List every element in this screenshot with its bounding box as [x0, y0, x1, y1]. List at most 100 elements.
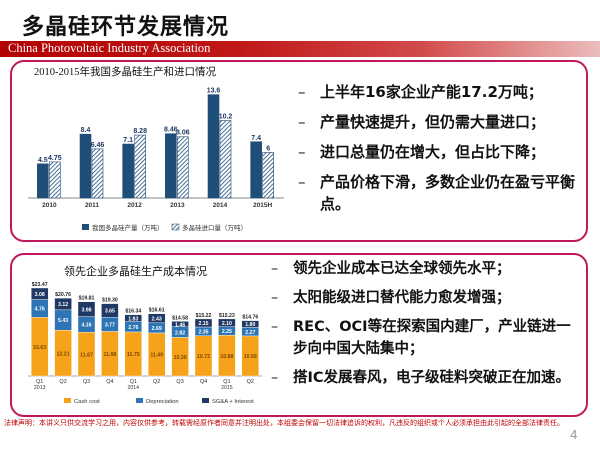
segment-value-label: 3.08: [35, 292, 45, 298]
x-tick-label: Q2: [153, 379, 160, 385]
production-import-chart-title: 2010-2015年我国多晶硅生产和进口情况: [34, 67, 216, 78]
data-label: 8.28: [133, 128, 147, 135]
total-label: $15.22: [196, 313, 212, 319]
stack-segment-sgna-interest: [171, 321, 189, 328]
production-cost-chart: 15.634.763.08$23.47Q1201312.215.433.12$2…: [28, 282, 262, 405]
x-tick-label: Q4: [106, 379, 113, 385]
legend-swatch: [136, 398, 143, 403]
bullet-text: 上半年16家企业产能17.2万吨；: [320, 83, 543, 101]
bullet-dash: –: [298, 113, 306, 131]
data-label: 4.5: [38, 157, 48, 164]
production-import-panel: [10, 60, 588, 242]
segment-value-label: 10.69: [244, 354, 257, 360]
bullet-item: – 产品价格下滑，多数企业仍在盈亏平衡点。: [298, 171, 582, 215]
segment-value-label: 15.63: [33, 345, 46, 351]
top-bullet-list: – 上半年16家企业产能17.2万吨； – 产量快速提升，但仍需大量进口； – 进口总…: [298, 81, 582, 223]
x-tick-year-label: 2013: [34, 385, 46, 391]
stack-segment-sgna-interest: [194, 318, 213, 328]
x-tick-label: Q1: [130, 379, 137, 385]
total-label: $14.76: [242, 315, 258, 321]
data-label: 13.6: [207, 88, 221, 95]
data-label: 4.75: [48, 155, 62, 162]
x-tick-label: 2013: [170, 202, 185, 209]
segment-value-label: 3.12: [58, 302, 68, 308]
segment-value-label: 10.30: [174, 355, 187, 361]
legend-label-production: 我国多晶硅产量（万吨）: [92, 223, 164, 232]
bullet-item: – 太阳能级进口替代能力愈发增强；: [271, 287, 583, 309]
bar-production: [165, 133, 177, 199]
data-label: 10.2: [219, 113, 233, 120]
banner-text: China Photovoltaic Industry Association: [8, 41, 211, 55]
x-tick-label: 2012: [127, 202, 142, 209]
stack-segment-sgna-interest: [124, 314, 143, 322]
stack-segment-sgna-interest: [241, 320, 260, 328]
bar-production: [79, 133, 92, 199]
stack-segment-sgna-interest: [147, 313, 166, 324]
segment-value-label: 3.65: [105, 309, 115, 315]
bullet-text: 搭IC发展春风，电子级硅料突破正在加速。: [293, 370, 571, 386]
bullet-dash: –: [298, 143, 306, 161]
bullet-text: 太阳能级进口替代能力愈发增强；: [293, 290, 511, 306]
total-label: $15.23: [219, 313, 235, 319]
bullet-dash: –: [271, 290, 279, 306]
bar-import: [91, 148, 104, 199]
bar-production: [250, 141, 262, 199]
x-tick-label: 2014: [213, 202, 228, 209]
legend-label-import: 多晶硅进口量（万吨）: [182, 223, 247, 232]
bar-import: [219, 120, 232, 199]
segment-value-label: 2.35: [198, 330, 208, 336]
segment-value-label: 1.46: [175, 322, 185, 328]
x-tick-label: Q3: [176, 379, 183, 385]
x-tick-label: 2010: [42, 202, 57, 209]
legend-label: Depreciation: [146, 399, 179, 405]
bullet-dash: –: [271, 370, 279, 386]
bullet-item: – 领先企业成本已达全球领先水平；: [271, 258, 583, 280]
data-label: 6: [266, 145, 270, 152]
segment-value-label: 4.16: [81, 323, 91, 329]
bullet-item: – 产量快速提升，但仍需大量进口；: [298, 111, 582, 133]
data-label: 8.4: [81, 127, 91, 134]
segment-value-label: 3.77: [105, 323, 115, 329]
production-import-chart: 4.5 4.75 2010 8.4 6.46 2011 7.18.28 2012 8.468.0…: [28, 88, 284, 232]
stack-segment-sgna-interest: [30, 287, 49, 300]
data-label: 7.1: [123, 137, 133, 144]
x-tick-year-label: 2014: [128, 385, 140, 391]
segment-value-label: 2.27: [245, 330, 255, 336]
bullet-item: – 上半年16家企业产能17.2万吨；: [298, 81, 582, 103]
segment-value-label: 10.88: [220, 354, 233, 360]
segment-value-label: 2.10: [222, 321, 232, 327]
bullet-text: 进口总量仍在增大，但占比下降；: [320, 143, 546, 161]
x-tick-label: Q2: [247, 379, 254, 385]
bullet-item: – 进口总量仍在增大，但占比下降；: [298, 141, 582, 163]
cost-chart-title: 领先企业多晶硅生产成本情况: [64, 265, 207, 278]
bullet-text: REC、OCI等在探索国内建厂，产业链进一步向中国大陆集中；: [293, 319, 571, 357]
page-number: 4: [570, 428, 578, 442]
slide-title: 多晶硅环节发展情况: [22, 15, 230, 40]
segment-value-label: 2.76: [128, 325, 138, 331]
segment-value-label: 2.82: [175, 330, 185, 336]
segment-value-label: 4.76: [35, 307, 45, 313]
total-label: $20.76: [55, 292, 71, 298]
legend-label: Cash cost: [74, 399, 100, 405]
bar-production: [207, 94, 220, 199]
legal-disclaimer: 法律声明：本讲义只供交流学习之用，内容仅供参考，转载需经原作者同意并注明出处，本…: [4, 419, 564, 427]
bar-import: [134, 134, 146, 199]
legend-label: SG&A + Interest: [212, 399, 254, 405]
x-tick-label: Q1: [36, 379, 43, 385]
segment-value-label: 12.21: [57, 351, 70, 357]
bullet-text: 领先企业成本已达全球领先水平；: [293, 261, 511, 277]
x-tick-label: Q4: [200, 379, 207, 385]
bullet-dash: –: [298, 173, 306, 191]
total-label: $16.34: [125, 309, 141, 315]
x-tick-year-label: 2015: [221, 385, 233, 391]
data-label: 7.4: [251, 135, 261, 142]
legend-swatch-production: [82, 224, 89, 230]
bar-import: [262, 152, 274, 199]
segment-value-label: 11.75: [127, 352, 140, 358]
segment-value-label: 10.72: [197, 354, 210, 360]
data-label: 6.46: [91, 142, 105, 149]
legend-swatch-import: [171, 223, 180, 231]
segment-value-label: 2.15: [198, 321, 208, 327]
stack-segment-sgna-interest: [101, 303, 119, 318]
segment-value-label: 11.88: [104, 352, 117, 358]
